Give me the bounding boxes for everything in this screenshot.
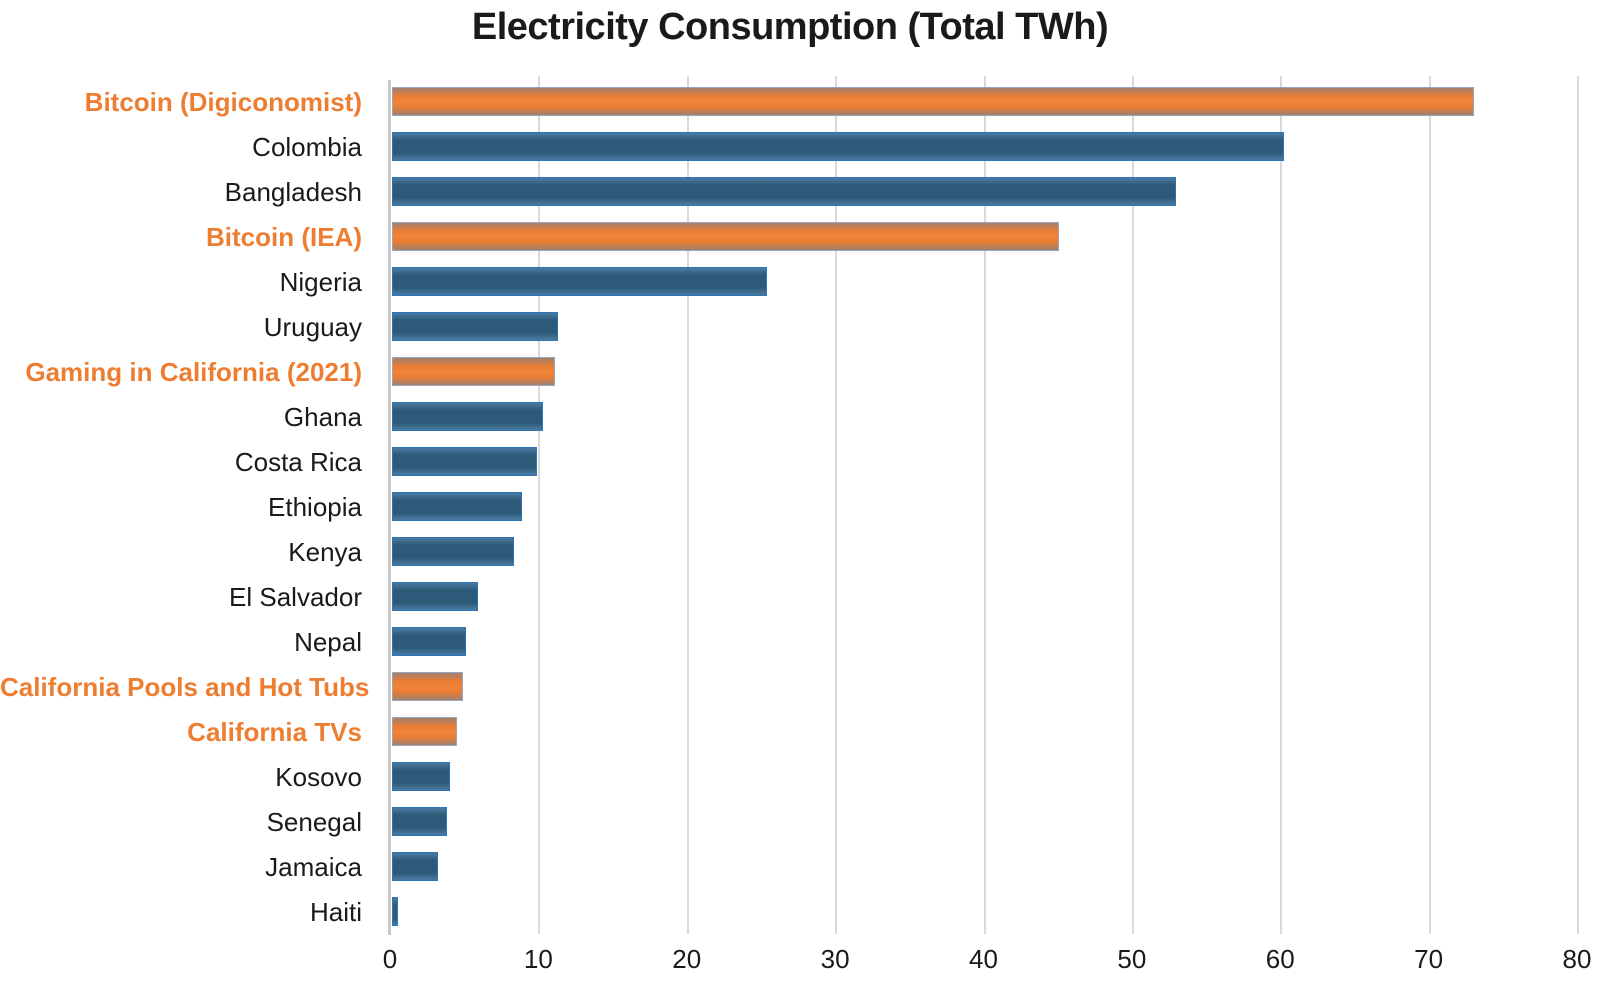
category-label: Colombia bbox=[252, 132, 362, 162]
category-label: Bangladesh bbox=[224, 177, 362, 207]
category-label: Costa Rica bbox=[234, 447, 362, 477]
bar bbox=[392, 222, 1060, 251]
x-tick-label: 30 bbox=[820, 944, 850, 974]
y-axis-line bbox=[388, 80, 391, 935]
bar-track bbox=[391, 305, 1577, 350]
bar bbox=[392, 672, 464, 701]
bar-row: Uruguay bbox=[0, 305, 1577, 350]
bar-row: Haiti bbox=[0, 890, 1577, 935]
gridline-layer bbox=[390, 76, 1579, 934]
chart-title: Electricity Consumption (Total TWh) bbox=[471, 6, 1109, 48]
category-label: Uruguay bbox=[263, 312, 362, 342]
category-label: Nigeria bbox=[279, 267, 362, 297]
bar-row: Jamaica bbox=[0, 845, 1577, 890]
bar-row: Bitcoin (IEA) bbox=[0, 215, 1577, 260]
bar-row: California TVs bbox=[0, 710, 1577, 755]
bar bbox=[392, 267, 768, 296]
category-label: Kenya bbox=[288, 537, 362, 567]
bar-track bbox=[391, 845, 1577, 890]
gridline bbox=[538, 76, 541, 934]
bar bbox=[392, 582, 478, 611]
bar-track bbox=[391, 710, 1577, 755]
bar bbox=[392, 447, 538, 476]
bar-track bbox=[391, 80, 1577, 125]
bar-row: Bangladesh bbox=[0, 170, 1577, 215]
bar-track bbox=[391, 530, 1577, 575]
category-label: California TVs bbox=[187, 717, 362, 747]
gridline bbox=[686, 76, 689, 934]
bar bbox=[392, 537, 514, 566]
bar-track bbox=[391, 170, 1577, 215]
bar bbox=[392, 312, 559, 341]
category-label: Haiti bbox=[309, 897, 362, 927]
bar-row: Gaming in California (2021) bbox=[0, 350, 1577, 395]
bar bbox=[392, 492, 523, 521]
gridline bbox=[1428, 76, 1431, 934]
bar bbox=[392, 87, 1475, 116]
x-tick-label: 50 bbox=[1117, 944, 1147, 974]
category-label: Ghana bbox=[283, 402, 362, 432]
bar-track bbox=[391, 890, 1577, 935]
bar-track bbox=[391, 665, 1577, 710]
bar-row: Ethiopia bbox=[0, 485, 1577, 530]
bar-row: Costa Rica bbox=[0, 440, 1577, 485]
bar-row: Nigeria bbox=[0, 260, 1577, 305]
bar-track bbox=[391, 800, 1577, 845]
bar-track bbox=[391, 575, 1577, 620]
x-tick-label: 60 bbox=[1265, 944, 1295, 974]
bar bbox=[392, 402, 544, 431]
bar bbox=[392, 852, 438, 881]
category-label: Ethiopia bbox=[268, 492, 362, 522]
category-label: Bitcoin (IEA) bbox=[206, 222, 362, 252]
bar-track bbox=[391, 125, 1577, 170]
bar-track bbox=[391, 485, 1577, 530]
category-label: Nepal bbox=[294, 627, 362, 657]
bar bbox=[392, 897, 398, 926]
bar bbox=[392, 717, 458, 746]
bar-track bbox=[391, 620, 1577, 665]
bar-row: Ghana bbox=[0, 395, 1577, 440]
bar-row: Kenya bbox=[0, 530, 1577, 575]
bar-track bbox=[391, 215, 1577, 260]
bar-track bbox=[391, 440, 1577, 485]
bar bbox=[392, 627, 467, 656]
category-label: Bitcoin (Digiconomist) bbox=[84, 87, 362, 117]
bar-row: El Salvador bbox=[0, 575, 1577, 620]
x-tick-label: 20 bbox=[672, 944, 702, 974]
category-label: California Pools and Hot Tubs bbox=[0, 672, 370, 702]
bar-row: Senegal bbox=[0, 800, 1577, 845]
bar-row: Colombia bbox=[0, 125, 1577, 170]
gridline bbox=[1131, 76, 1134, 934]
bar-rows: Bitcoin (Digiconomist) Colombia Bangladesh… bbox=[0, 80, 1577, 935]
bar bbox=[392, 132, 1285, 161]
x-tick-label: 10 bbox=[523, 944, 553, 974]
category-label: Kosovo bbox=[275, 762, 362, 792]
x-tick-label: 80 bbox=[1562, 944, 1592, 974]
bar-row: California Pools and Hot Tubs bbox=[0, 665, 1577, 710]
bar-row: Kosovo bbox=[0, 755, 1577, 800]
x-tick-label: 40 bbox=[969, 944, 998, 974]
x-tick-label: 0 bbox=[382, 944, 398, 974]
bar-track bbox=[391, 395, 1577, 440]
bar bbox=[392, 357, 556, 386]
bar-track bbox=[391, 755, 1577, 800]
gridline bbox=[1577, 76, 1579, 934]
bar bbox=[392, 177, 1177, 206]
gridline bbox=[1280, 76, 1283, 934]
bar bbox=[392, 762, 450, 791]
x-tick-label: 70 bbox=[1414, 944, 1444, 974]
category-label: El Salvador bbox=[229, 582, 362, 612]
bar-row: Bitcoin (Digiconomist) bbox=[0, 80, 1577, 125]
category-label: Gaming in California (2021) bbox=[25, 357, 362, 387]
bar-track bbox=[391, 260, 1577, 305]
category-label: Jamaica bbox=[265, 852, 362, 882]
bar-track bbox=[391, 350, 1577, 395]
gridline bbox=[835, 76, 838, 934]
category-label: Senegal bbox=[266, 807, 362, 837]
x-axis: 0 10 20 30 40 50 60 70 80 bbox=[0, 944, 1600, 978]
bar-row: Nepal bbox=[0, 620, 1577, 665]
bar bbox=[392, 807, 447, 836]
gridline bbox=[983, 76, 986, 934]
